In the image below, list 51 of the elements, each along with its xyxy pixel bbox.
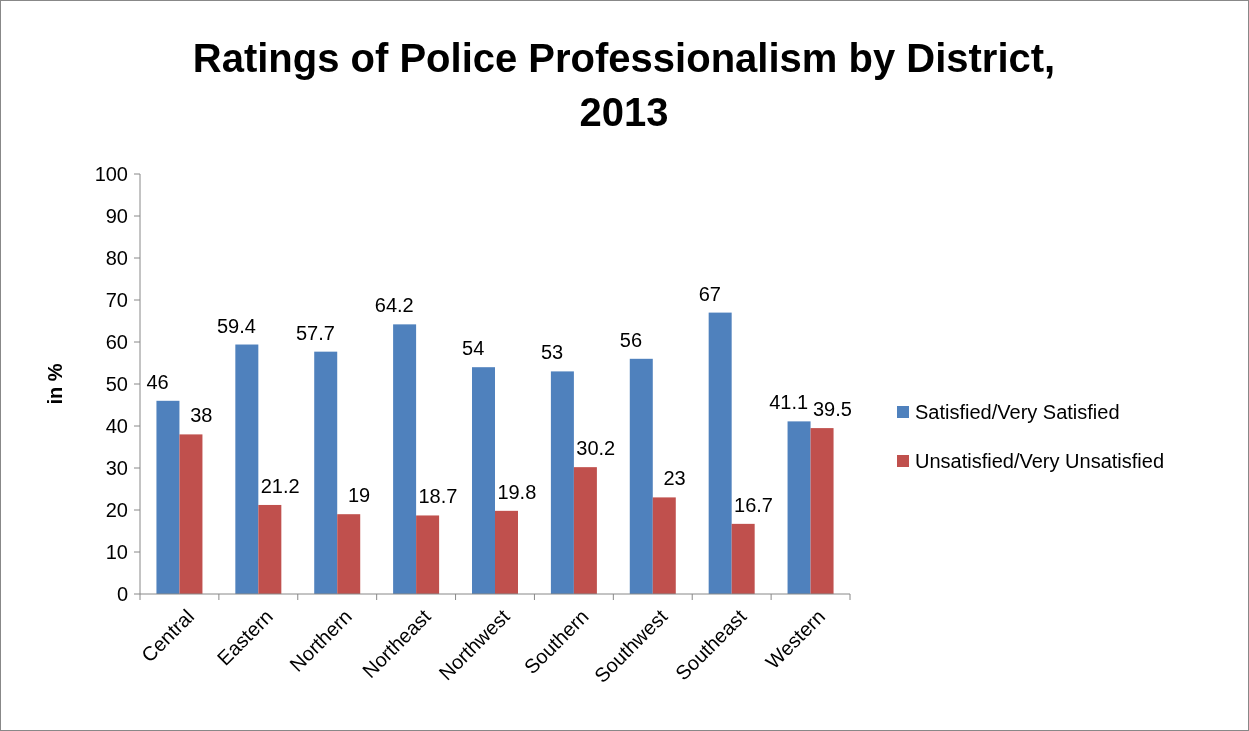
bar: [416, 515, 440, 594]
bar: [629, 358, 653, 594]
bar: [235, 344, 259, 594]
data-label: 38: [190, 404, 213, 427]
data-label: 56: [619, 328, 643, 351]
legend-label: Unsatisfied/Very Unsatisfied: [915, 450, 1165, 472]
bar: [810, 428, 834, 594]
y-tick-label: 80: [105, 247, 128, 269]
data-label: 46: [146, 370, 169, 393]
bar: [156, 400, 180, 594]
data-label: 16.7: [734, 493, 773, 516]
bar: [550, 371, 574, 594]
y-tick-label: 30: [105, 457, 128, 479]
data-label: 59.4: [217, 314, 256, 337]
data-label: 53: [540, 341, 564, 364]
data-label: 19.8: [497, 480, 537, 503]
bar: [652, 497, 676, 594]
y-tick-label: 100: [94, 163, 128, 185]
data-label: 23: [663, 467, 686, 490]
data-label: 30.2: [576, 437, 616, 460]
y-tick-label: 70: [105, 289, 128, 311]
data-label: 67: [698, 282, 721, 305]
y-axis-title: in %: [44, 363, 66, 405]
data-label: 19: [347, 484, 371, 507]
y-tick-label: 50: [105, 373, 128, 395]
bar: [573, 467, 597, 594]
data-label: 41.1: [769, 391, 809, 414]
data-label: 39.5: [812, 398, 852, 421]
bar: [495, 510, 518, 594]
bar: [314, 351, 338, 594]
y-tick-label: 20: [105, 499, 128, 521]
bar: [393, 324, 417, 594]
chart-title: Ratings of Police Professionalism by District, 2013: [192, 36, 1056, 134]
data-label: 54: [462, 337, 485, 360]
bar: [179, 434, 203, 594]
bar: [731, 523, 755, 594]
bar: [472, 367, 495, 594]
y-tick-label: 60: [105, 331, 128, 353]
y-tick-label: 0: [116, 583, 128, 605]
data-label: 64.2: [374, 294, 414, 317]
data-label: 21.2: [260, 474, 300, 497]
bar: [787, 421, 811, 594]
bar: [337, 514, 361, 594]
legend-label: Satisfied/Very Satisfied: [915, 401, 1120, 423]
y-tick-label: 90: [105, 205, 128, 227]
bar: [258, 504, 282, 594]
data-label: 57.7: [295, 321, 335, 344]
bar: [708, 312, 732, 594]
y-tick-label: 10: [105, 541, 128, 563]
data-label: 18.7: [418, 485, 458, 508]
y-tick-label: 40: [105, 415, 128, 437]
